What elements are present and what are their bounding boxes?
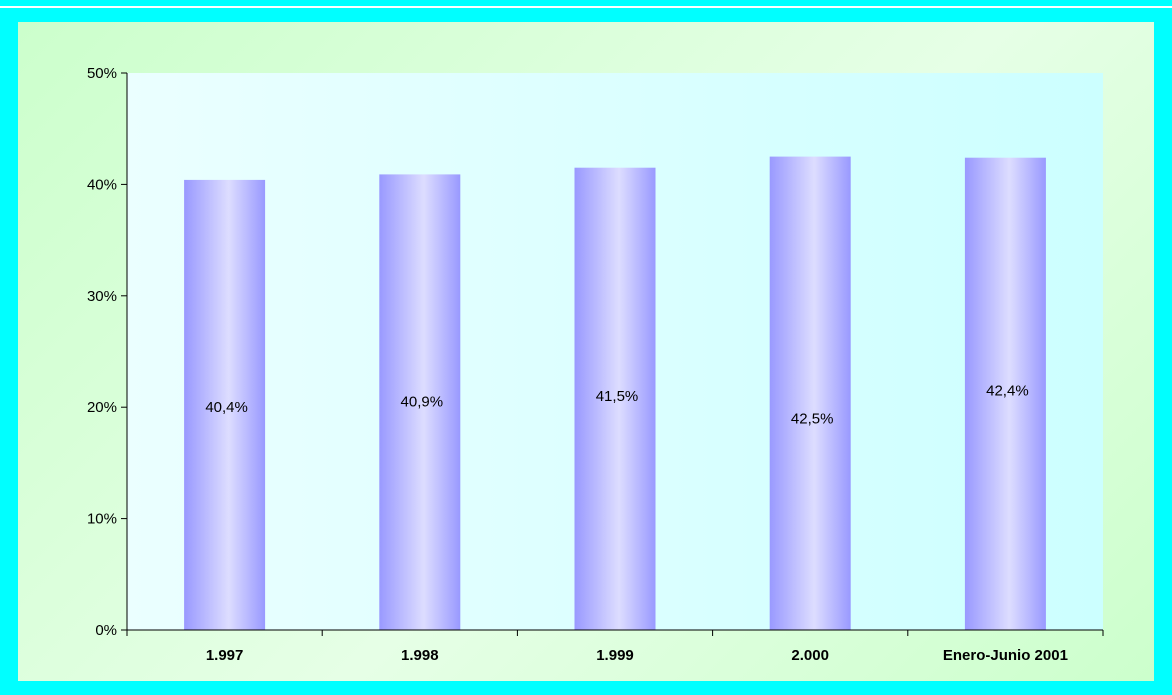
x-tick-label-4: Enero-Junio 2001 — [943, 647, 1068, 664]
y-tick-label-4: 40% — [87, 176, 117, 193]
y-tick-label-0: 0% — [95, 622, 117, 639]
data-labels: 40,4% 40,9% 41,5% 42,5% 42,4% — [205, 383, 1028, 428]
y-tick-label-3: 30% — [87, 288, 117, 305]
y-tick-label-1: 10% — [87, 511, 117, 528]
top-divider — [0, 6, 1172, 8]
y-tick-label-2: 20% — [87, 399, 117, 416]
x-tick-label-3: 2.000 — [791, 647, 829, 664]
axes: 0% 10% 20% 30% 40% 50% 1.997 1.998 1.999 2.000 Ene… — [87, 65, 1104, 664]
x-tick-label-2: 1.999 — [596, 647, 634, 664]
data-label-1: 40,9% — [401, 394, 444, 411]
x-tick-label-1: 1.998 — [401, 647, 439, 664]
data-label-2: 41,5% — [596, 388, 639, 405]
y-tick-label-5: 50% — [87, 65, 117, 82]
bar-0 — [184, 179, 266, 630]
bar-1 — [379, 174, 461, 630]
bar-3 — [769, 156, 851, 630]
bars — [184, 156, 1046, 630]
x-tick-label-0: 1.997 — [206, 647, 244, 664]
data-label-0: 40,4% — [205, 399, 248, 416]
bar-4 — [964, 157, 1046, 630]
bar-2 — [574, 167, 656, 630]
data-label-4: 42,4% — [986, 383, 1029, 400]
data-label-3: 42,5% — [791, 410, 834, 427]
